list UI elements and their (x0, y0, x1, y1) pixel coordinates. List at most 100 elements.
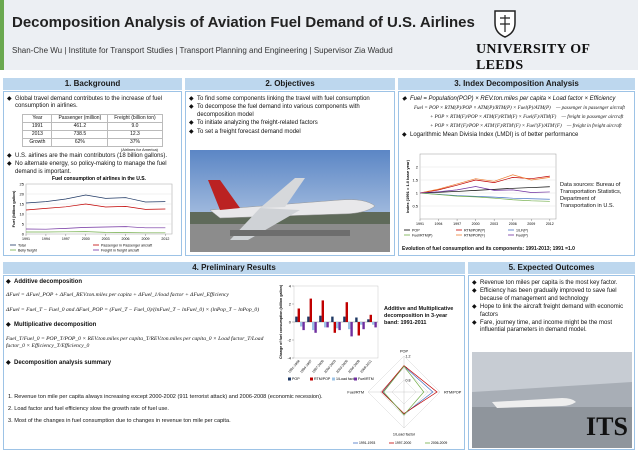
aircraft-photo (190, 150, 390, 252)
legend-label: 1/LF(P) (516, 228, 528, 232)
y-axis-label: Change of fuel consumption (billion gall… (279, 284, 283, 359)
y-tick-label: 0.5 (412, 204, 418, 209)
cell: 738.5 (51, 129, 109, 139)
bar (367, 319, 370, 322)
bar (307, 316, 310, 322)
series-line (419, 192, 550, 200)
subheading: Multiplicative decomposition (6, 322, 271, 330)
y-tick-label: 2 (416, 165, 419, 170)
bullet: Fare, journey time, and income might be … (472, 320, 631, 335)
formula: ΔFuel = ΔFuel_POP + ΔFuel_REV.ton.miles … (6, 292, 229, 299)
subtitle: Shan-Che Wu | Institute for Transport St… (12, 46, 393, 55)
x-tick-label: 1991 (22, 237, 30, 241)
header (0, 0, 638, 70)
summary-list: 1. Revenue ton mile per capita always in… (8, 392, 348, 430)
x-tick-label: 2009 (141, 237, 149, 241)
x-tick-label: 1991 (416, 222, 424, 226)
item: 2. Load factor and fuel efficiency slow … (8, 406, 169, 412)
bar (319, 315, 322, 322)
x-tick-label: 2000 (472, 222, 480, 226)
bullet: Efficiency has been gradually improved t… (472, 288, 631, 303)
bar (333, 322, 336, 333)
bullet: To find some components linking the trav… (189, 96, 391, 104)
series-polygon (381, 365, 438, 415)
series-line (419, 174, 550, 194)
bullet: To initiate analyzing the freight-relate… (189, 120, 391, 128)
item: 3. Most of the changes in fuel consumpti… (8, 418, 231, 424)
legend-label: 2006-2009 (431, 441, 447, 445)
index-chart: 0.5 1 1.5 2 1991 1994 1997 2000 2003 2006 2009 2012… (404, 153, 557, 237)
bar (302, 322, 305, 331)
x-tick-label: 2012 (546, 222, 554, 226)
series-line (26, 231, 166, 234)
legend-swatch (354, 377, 357, 381)
cell: 461.2 (51, 121, 109, 131)
university-logo: UNIVERSITY OF LEEDS (476, 42, 590, 73)
cell: 1991 (22, 121, 53, 131)
legend-swatch (288, 377, 291, 381)
legend-label: Freight in freight aircraft (101, 248, 139, 252)
y-tick-label: 0 (289, 320, 292, 325)
bar (314, 322, 317, 333)
chart-title: Fuel consumption of airlines in the U.S. (52, 176, 147, 182)
bar (345, 302, 348, 322)
y-tick-label: 20 (20, 192, 25, 197)
series-line (419, 186, 550, 194)
x-tick-label: 1997 (453, 222, 461, 226)
section-heading: 4. Preliminary Results (3, 262, 465, 274)
y-axis-label: Index (1991 = 1.0 base year) (405, 159, 410, 212)
note: — passenger in passenger aircraft (555, 106, 625, 112)
bar (369, 314, 372, 322)
formula: Fuel = Population(POP) × REV.ton.miles p… (402, 96, 631, 104)
ida-panel: Fuel = Population(POP) × REV.ton.miles p… (398, 91, 635, 256)
subheading: Decomposition analysis summary (6, 360, 271, 368)
series-line (419, 192, 550, 202)
cell: 37% (107, 137, 163, 147)
y-tick-label: -4 (287, 356, 291, 361)
bar (297, 308, 300, 322)
formula: Fuel_T/Fuel_0 = POP_T/POP_0 × REV.ton.mi… (6, 335, 264, 349)
series-line (419, 186, 550, 194)
crest (494, 10, 516, 38)
cell: 62% (51, 137, 109, 147)
x-tick-label: 1994 (42, 237, 50, 241)
annotation: Additive and Multiplicative decompositio… (384, 306, 454, 326)
bar-chart: -4 -2 0 2 4 Change of fuel consumption (billi… (279, 284, 379, 381)
expr: + POP × RTM'(F)/POP × ATM'(F)/RTM'(F) × … (430, 124, 562, 130)
formula: ΔFuel = Fuel_T − Fuel_0 and ΔFuel_POP = … (6, 307, 260, 314)
series-polygon (382, 365, 434, 415)
y-tick-label: 5 (22, 222, 25, 227)
bar (312, 322, 315, 331)
bar (343, 316, 346, 322)
series-line (419, 175, 550, 194)
bar (355, 317, 358, 322)
axis-label: RTM/POP (444, 391, 462, 395)
note: — freight in passenger aircraft (561, 115, 624, 121)
legend-swatch (310, 377, 313, 381)
data-sources: Data sources: Bureau of Transportation S… (560, 182, 622, 209)
legend-label: POP (292, 377, 300, 381)
bullet: To set a freight forecast demand model (189, 129, 391, 137)
formula-line: Fuel = POP × RTM(P)/POP × ATM(P)/RTM(P) … (414, 104, 631, 113)
th: Year (22, 113, 53, 123)
cell: Growth (22, 137, 53, 147)
table: Year Passenger (million) Freight (billion … (22, 113, 163, 147)
bullet: U.S. airlines are the main contributors … (7, 153, 178, 161)
x-tick-label: 1997 (62, 237, 70, 241)
legend-label: RTM/POP(P) (464, 228, 485, 232)
bullet: No alternate energy, so policy-making to… (7, 161, 178, 176)
bar (336, 322, 339, 329)
legend-label: RTM/POP(F) (464, 233, 485, 237)
y-tick-label: 0 (22, 232, 25, 237)
accent-bar (0, 0, 4, 70)
bullet: To decompose the fuel demand into variou… (189, 104, 391, 119)
bar (321, 300, 324, 322)
y-tick-label: 4 (289, 284, 292, 289)
source: (Airlines for America) (120, 146, 158, 152)
plot-area (419, 153, 557, 220)
bar (360, 322, 363, 325)
cell: 2013 (22, 129, 53, 139)
y-tick-label: 25 (20, 182, 25, 187)
legend-label: POP (412, 228, 420, 232)
